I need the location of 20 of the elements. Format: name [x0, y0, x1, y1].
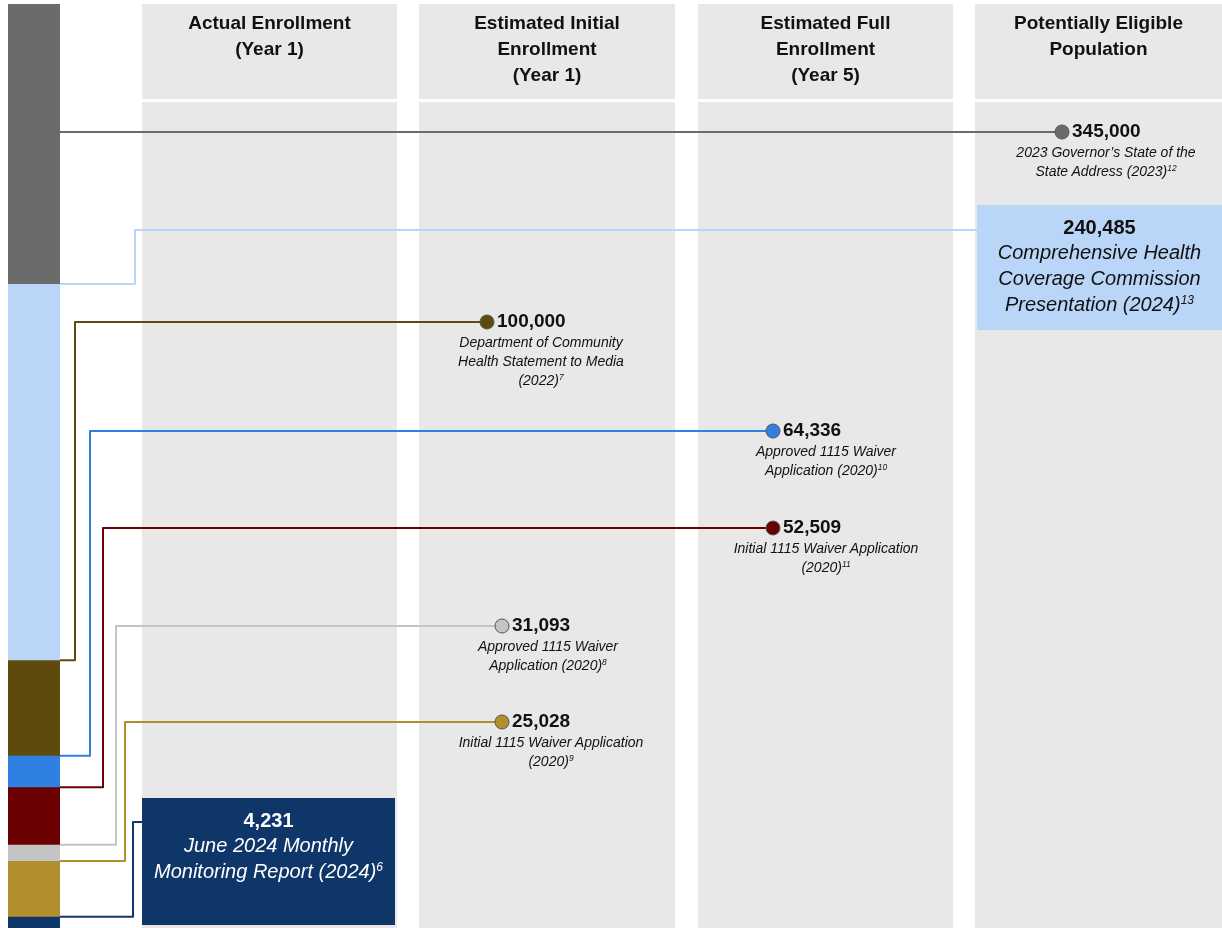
data-label: 31,093 — [512, 614, 571, 636]
legend-label: Approved 1115 Waiver Application (2020)$^{10}$ — [754, 442, 898, 480]
data-label: 52,509 — [783, 516, 842, 538]
category-label: Estimated Initial Enrollment (Year 1) — [473, 11, 621, 87]
data-label: 240,485 — [1062, 215, 1137, 239]
data-label: 64,336 — [783, 419, 842, 441]
category-label: Potentially Eligible Population — [1013, 11, 1184, 61]
data-label: 4,231 — [242, 808, 295, 832]
data-label: 345,000 — [1072, 120, 1141, 142]
legend-label: Initial 1115 Waiver Application (2020)$^{9}$ — [457, 733, 645, 771]
legend-label: Department of Community Health Statement to Media (2022)$^{7}$ — [457, 333, 625, 390]
category-label: Actual Enrollment (Year 1) — [187, 11, 352, 61]
legend-label: 2023 Governor’s State of the State Address (2023)$^{12}$ — [1015, 143, 1197, 181]
legend-label: Approved 1115 Waiver Application (2020)$^{8}$ — [476, 637, 620, 675]
data-label: 100,000 — [497, 310, 566, 332]
category-label: Estimated Full Enrollment (Year 5) — [759, 11, 892, 87]
series-label: Comprehensive Health Coverage Commission Presentation (2024)$^{13}$ — [996, 240, 1203, 317]
data-label: 25,028 — [512, 710, 571, 732]
series-label: June 2024 Monthly Monitoring Report (2024)$^{6}$ — [153, 833, 384, 884]
legend-label: Initial 1115 Waiver Application (2020)$^{11}$ — [732, 539, 920, 577]
